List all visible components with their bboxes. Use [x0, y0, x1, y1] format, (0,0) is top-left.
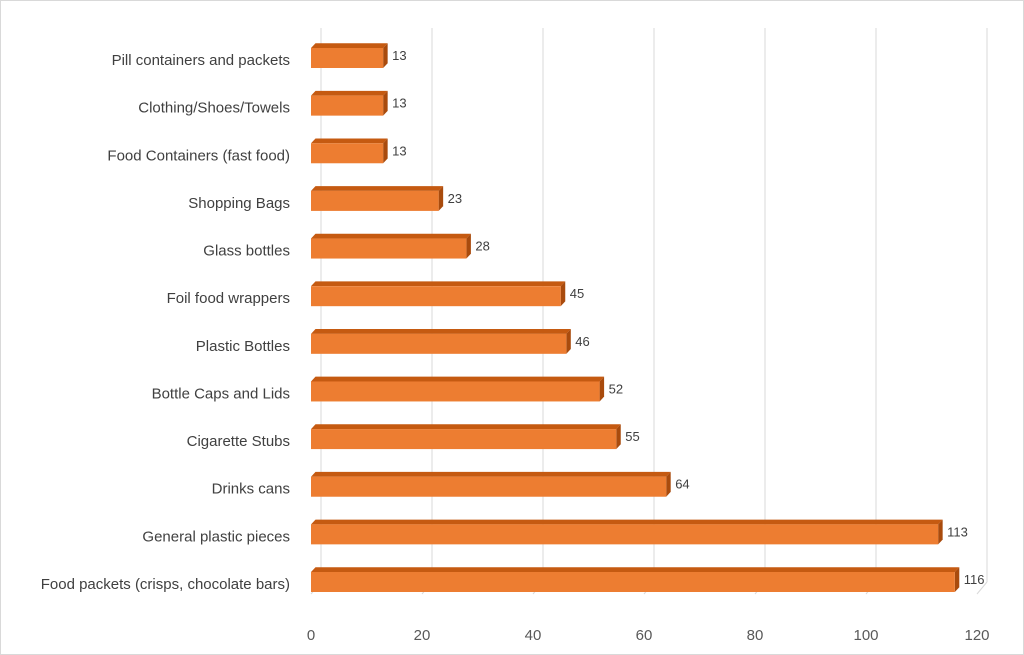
data-label: 28 — [475, 239, 489, 254]
category-label: Plastic Bottles — [196, 338, 290, 355]
x-tick-label: 120 — [964, 627, 989, 644]
bar-side-face — [599, 376, 605, 402]
bar: 52 — [311, 376, 623, 402]
bar-top-face — [311, 376, 605, 382]
bar-side-face — [566, 329, 571, 354]
bars: 13 13 13 23 28 45 46 52 55 64 113 116 — [311, 43, 985, 592]
bar-side-face — [438, 186, 444, 211]
x-axis-ticks: 0 20 40 60 80 100 120 — [307, 627, 990, 644]
data-label: 13 — [392, 96, 406, 111]
bar-top-face — [311, 186, 444, 191]
bar-top-face — [311, 567, 960, 572]
bar-side-face — [954, 567, 960, 592]
bar-top-face — [311, 519, 943, 525]
bar: 116 — [311, 567, 985, 592]
bar: 113 — [311, 519, 968, 545]
category-label: Bottle Caps and Lids — [152, 385, 290, 402]
category-label: General plastic pieces — [142, 528, 290, 545]
bar-top-face — [311, 43, 388, 48]
x-tick-label: 60 — [636, 627, 653, 644]
bar: 64 — [311, 471, 690, 497]
bar: 23 — [311, 186, 462, 211]
bar: 28 — [311, 233, 490, 259]
x-tick-label: 100 — [853, 627, 878, 644]
data-label: 116 — [964, 572, 985, 587]
category-labels: Pill containers and packets Clothing/Shoe… — [41, 52, 290, 593]
data-label: 64 — [675, 477, 689, 492]
bar: 55 — [311, 424, 640, 450]
bar-side-face — [616, 424, 621, 450]
bar-side-face — [383, 43, 388, 68]
category-label: Shopping Bags — [188, 195, 290, 212]
bar-front-face — [311, 238, 467, 259]
bar-front-face — [311, 190, 439, 211]
bar-top-face — [311, 424, 621, 430]
category-label: Food packets (crisps, chocolate bars) — [41, 576, 290, 593]
bar: 46 — [311, 329, 590, 354]
gridline-floor — [976, 581, 988, 595]
data-label: 13 — [392, 48, 406, 63]
category-label: Foil food wrappers — [167, 290, 290, 307]
bar-side-face — [383, 138, 388, 164]
bar-top-face — [311, 281, 566, 287]
bar-front-face — [311, 429, 617, 450]
category-label: Clothing/Shoes/Towels — [138, 100, 290, 117]
bar-side-face — [666, 471, 671, 497]
bar-top-face — [311, 329, 571, 334]
data-label: 55 — [625, 429, 639, 444]
category-label: Cigarette Stubs — [187, 433, 290, 450]
bar: 45 — [311, 281, 584, 307]
category-label: Food Containers (fast food) — [107, 147, 290, 164]
data-label: 23 — [448, 191, 462, 206]
bar-front-face — [311, 95, 384, 116]
bar-side-face — [383, 90, 388, 116]
bar-side-face — [466, 233, 471, 259]
bar-front-face — [311, 48, 384, 68]
bar-front-face — [311, 286, 561, 307]
x-tick-label: 40 — [525, 627, 542, 644]
bar-top-face — [311, 90, 388, 96]
bar-front-face — [311, 333, 567, 354]
bar-front-face — [311, 524, 939, 545]
category-label: Pill containers and packets — [112, 52, 290, 69]
bar-top-face — [311, 233, 471, 239]
category-label: Drinks cans — [212, 481, 290, 498]
gridlines — [310, 28, 988, 595]
x-tick-label: 80 — [747, 627, 764, 644]
x-tick-label: 20 — [414, 627, 431, 644]
data-label: 13 — [392, 143, 406, 158]
bar: 13 — [311, 90, 407, 116]
data-label: 45 — [570, 286, 584, 301]
category-label: Glass bottles — [203, 243, 290, 260]
bar: 13 — [311, 138, 407, 164]
bar: 13 — [311, 43, 407, 68]
bar-front-face — [311, 476, 667, 497]
data-label: 52 — [609, 381, 623, 396]
bar-top-face — [311, 138, 388, 144]
bar-side-face — [560, 281, 566, 307]
x-tick-label: 0 — [307, 627, 315, 644]
data-label: 46 — [575, 334, 589, 349]
bar-front-face — [311, 572, 955, 592]
data-label: 113 — [947, 524, 968, 539]
bar-front-face — [311, 143, 384, 164]
bar-front-face — [311, 381, 600, 402]
bar-side-face — [938, 519, 943, 545]
bar-top-face — [311, 471, 671, 477]
